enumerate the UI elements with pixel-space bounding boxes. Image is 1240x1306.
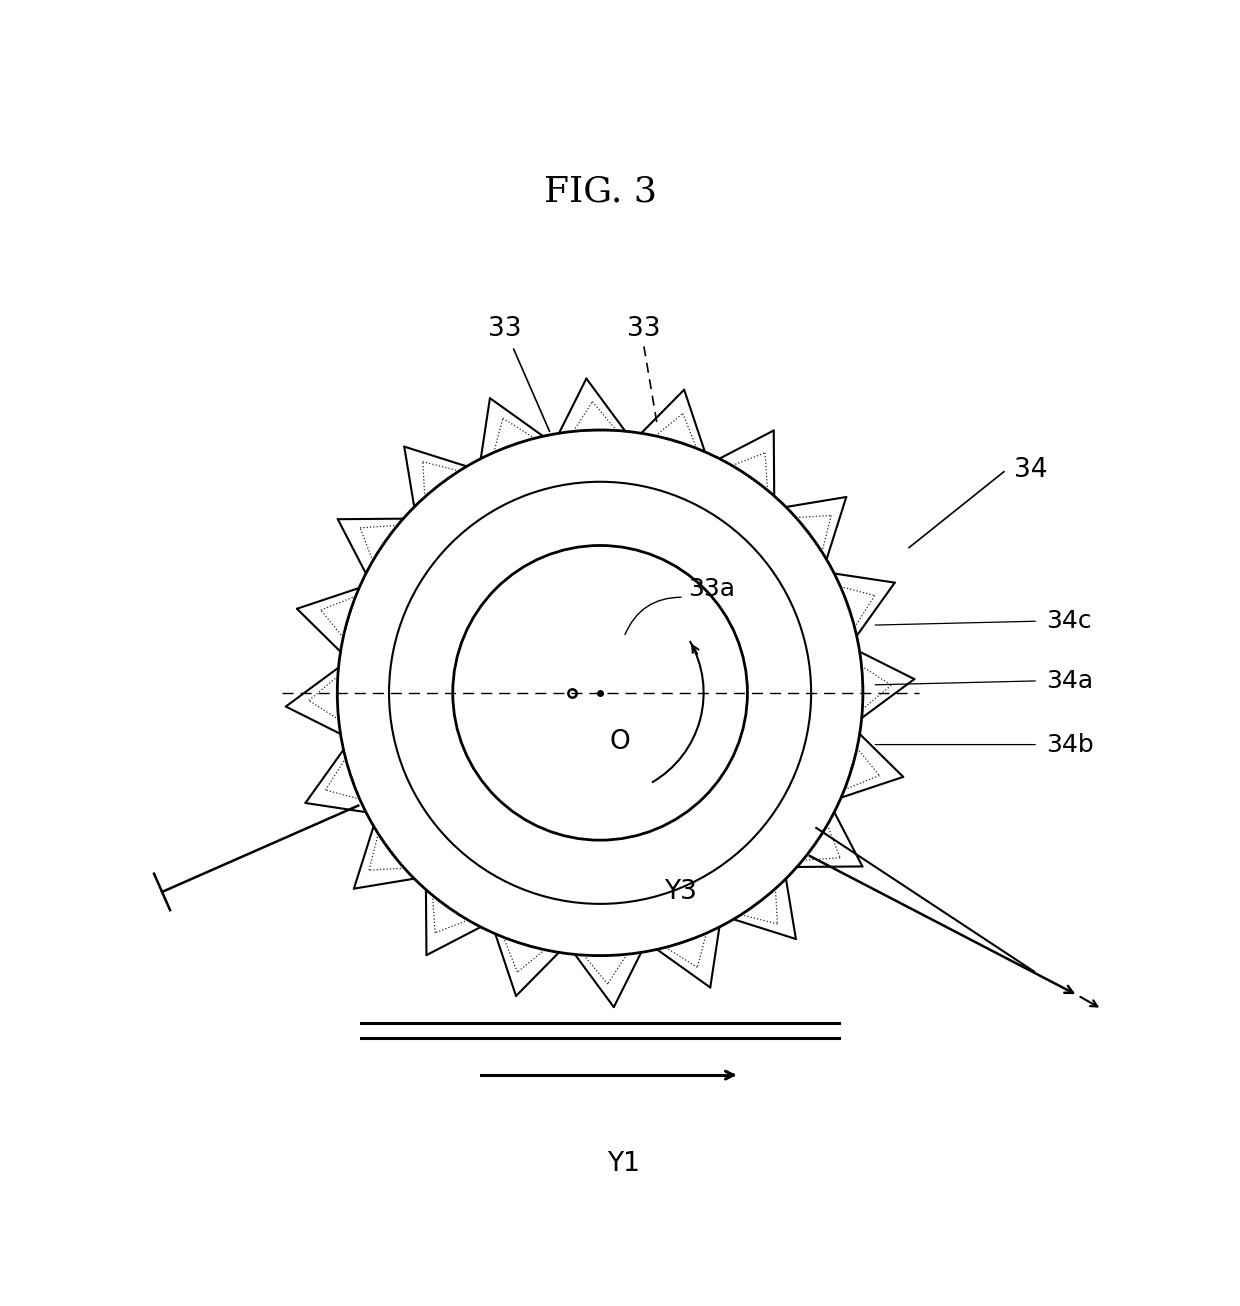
Text: 33: 33 — [487, 316, 521, 342]
Text: 33: 33 — [627, 316, 661, 342]
Text: 34c: 34c — [1047, 609, 1091, 633]
Text: Y3: Y3 — [663, 879, 697, 905]
Text: 34b: 34b — [1047, 733, 1094, 756]
Text: Y1: Y1 — [608, 1151, 640, 1177]
Text: O: O — [610, 729, 630, 755]
Text: FIG. 3: FIG. 3 — [543, 174, 657, 208]
Text: 34a: 34a — [1047, 669, 1094, 693]
Text: 33a: 33a — [688, 577, 734, 601]
Text: 34: 34 — [1014, 457, 1048, 483]
